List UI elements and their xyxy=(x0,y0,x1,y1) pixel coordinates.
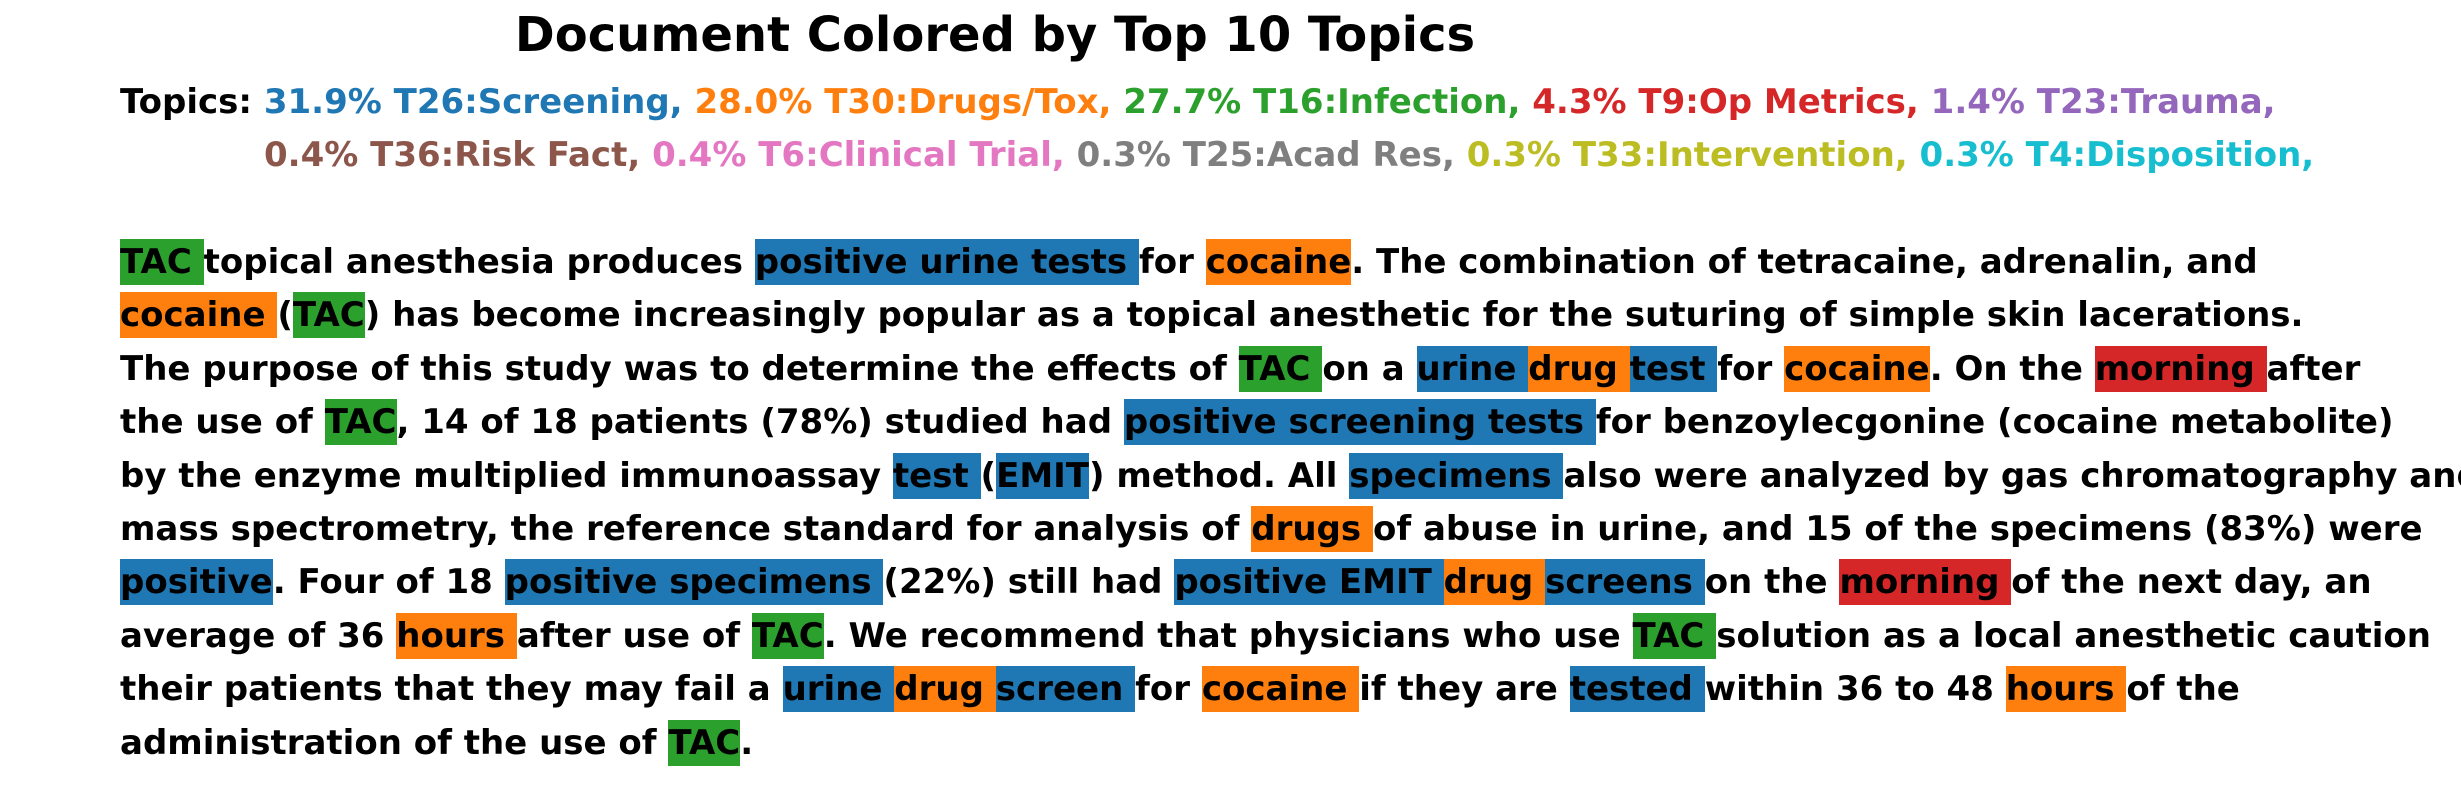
legend-item: 0.3% T25:Acad Res, xyxy=(1076,135,1455,175)
legend-item: 0.4% T6:Clinical Trial, xyxy=(652,135,1065,175)
topic-highlight: TAC xyxy=(751,612,824,659)
plain-text: on a xyxy=(1322,348,1417,389)
plain-text: , 14 of 18 patients (78%) studied had xyxy=(396,402,1124,443)
text-line: average of 36 hours after use of TAC. We… xyxy=(120,610,2450,663)
text-line: by the enzyme multiplied immunoassay tes… xyxy=(120,450,2461,503)
topic-highlight: morning xyxy=(1839,559,2012,606)
topic-highlight: hours xyxy=(2005,666,2127,713)
plain-text: . On the xyxy=(1929,348,2095,389)
plain-text: on the xyxy=(1704,562,1840,603)
plain-text: ) method. All xyxy=(1089,455,1350,496)
topic-highlight: TAC xyxy=(1632,612,1717,659)
plain-text: (22%) still had xyxy=(883,562,1175,603)
plain-text: by the enzyme multiplied immunoassay xyxy=(120,455,893,496)
plain-text: mass spectrometry, the reference standar… xyxy=(120,508,1252,549)
plain-text: . We recommend that physicians who use xyxy=(823,615,1633,656)
legend-item: 0.3% T4:Disposition, xyxy=(1919,135,2315,175)
text-line: positive. Four of 18 positive specimens … xyxy=(120,556,2450,609)
plain-text: . xyxy=(740,722,754,763)
topic-highlight: drug xyxy=(894,666,996,713)
topic-highlight: positive xyxy=(120,559,273,606)
topic-highlight: cocaine xyxy=(120,292,278,339)
plain-text: of abuse in urine, and 15 of the specime… xyxy=(1372,508,2423,549)
plain-text: within 36 to 48 xyxy=(1704,669,2006,710)
legend-items: 31.9% T26:Screening, 28.0% T30:Drugs/Tox… xyxy=(264,82,2276,122)
topic-highlight: cocaine xyxy=(1201,666,1360,713)
plain-text: of the xyxy=(2126,669,2240,710)
plain-text: average of 36 xyxy=(120,615,397,656)
plain-text: ) has become increasingly popular as a t… xyxy=(364,295,2304,336)
topic-highlight: positive specimens xyxy=(504,559,884,606)
plain-text: the use of xyxy=(120,402,325,443)
topic-highlight: EMIT xyxy=(996,452,1089,499)
plain-text: . Four of 18 xyxy=(272,562,505,603)
topic-highlight: drugs xyxy=(1251,505,1373,552)
topic-highlight: drug xyxy=(1443,559,1546,606)
topic-highlight: TAC xyxy=(324,399,397,446)
topic-highlight: test xyxy=(892,452,981,499)
topic-highlight: drug xyxy=(1528,345,1630,392)
topic-highlight: morning xyxy=(2094,345,2267,392)
legend-item: 4.3% T9:Op Metrics, xyxy=(1532,82,1919,122)
topic-highlight: specimens xyxy=(1349,452,1564,499)
legend-items: 0.4% T36:Risk Fact, 0.4% T6:Clinical Tri… xyxy=(264,135,2314,175)
topic-highlight: TAC xyxy=(668,719,741,766)
topic-highlight: positive screening tests xyxy=(1123,399,1596,446)
legend-item: 0.3% T33:Intervention, xyxy=(1466,135,1908,175)
text-line: The purpose of this study was to determi… xyxy=(120,343,2450,396)
text-line: their patients that they may fail a urin… xyxy=(120,663,2450,716)
legend-item: 1.4% T23:Trauma, xyxy=(1930,82,2276,122)
topic-highlight: cocaine xyxy=(1784,345,1930,392)
text-line: the use of TAC, 14 of 18 patients (78%) … xyxy=(120,396,2450,449)
plain-text: for benzoylecgonine (cocaine metabolite) xyxy=(1595,402,2394,443)
topic-highlight: positive urine tests xyxy=(754,239,1139,285)
plain-text: solution as a local anesthetic caution xyxy=(1716,615,2431,656)
topic-highlight: urine xyxy=(1416,345,1529,392)
plain-text: topical anesthesia produces xyxy=(203,242,755,282)
plain-text: . The combination of tetracaine, adrenal… xyxy=(1351,242,2258,282)
topic-highlight: cocaine xyxy=(1205,239,1352,285)
legend-item: 28.0% T30:Drugs/Tox, xyxy=(694,82,1112,122)
topic-highlight: hours xyxy=(396,612,517,659)
plain-text: for xyxy=(1138,242,1206,282)
topic-highlight: test xyxy=(1629,345,1718,392)
page-title: Document Colored by Top 10 Topics xyxy=(514,7,1476,63)
plain-text: The purpose of this study was to determi… xyxy=(120,348,1239,389)
plain-text: of the next day, an xyxy=(2011,562,2372,603)
plain-text: their patients that they may fail a xyxy=(120,669,783,710)
plain-text: for xyxy=(1135,669,1202,710)
legend-item: 31.9% T26:Screening, xyxy=(263,82,683,122)
plain-text: for xyxy=(1717,348,1785,389)
legend-prefix: Topics: xyxy=(120,82,253,122)
topic-highlight: TAC xyxy=(1238,345,1323,392)
plain-text: after use of xyxy=(516,615,752,656)
document-body: TAC topical anesthesia produces positive… xyxy=(120,236,2461,770)
plain-text: after xyxy=(2266,348,2361,389)
topic-highlight: TAC xyxy=(292,292,365,339)
plain-text: ( xyxy=(980,455,997,496)
plain-text: also were analyzed by gas chromatography… xyxy=(1563,455,2461,496)
topic-highlight: urine xyxy=(782,666,895,713)
text-line: TAC topical anesthesia produces positive… xyxy=(120,236,2450,289)
legend-item: 0.4% T36:Risk Fact, xyxy=(264,135,641,175)
topic-highlight: screens xyxy=(1545,559,1705,606)
text-line: administration of the use of TAC. xyxy=(120,717,2450,770)
text-line: cocaine (TAC) has become increasingly po… xyxy=(120,289,2450,342)
legend-item: 27.7% T16:Infection, xyxy=(1123,82,1521,122)
topic-highlight: screen xyxy=(995,666,1136,713)
legend-row: 0.4% T36:Risk Fact, 0.4% T6:Clinical Tri… xyxy=(264,133,2314,177)
topic-highlight: positive EMIT xyxy=(1174,559,1444,606)
plain-text: ( xyxy=(277,295,293,336)
topic-highlight: tested xyxy=(1569,666,1705,713)
topic-highlight: TAC xyxy=(120,239,204,285)
plain-text: administration of the use of xyxy=(120,722,669,763)
legend-row: Topics: 31.9% T26:Screening, 28.0% T30:D… xyxy=(120,80,2276,124)
text-line: mass spectrometry, the reference standar… xyxy=(120,503,2450,556)
plain-text: if they are xyxy=(1359,669,1570,710)
